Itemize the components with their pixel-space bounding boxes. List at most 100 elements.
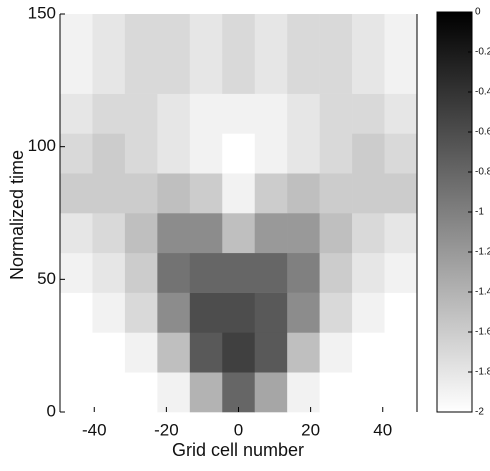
heatmap-cell: [254, 213, 288, 254]
heatmap-cell: [92, 332, 126, 373]
heatmap-cell: [124, 14, 158, 55]
heatmap-cell: [92, 133, 126, 174]
heatmap-cell: [124, 332, 158, 373]
heatmap-cell: [222, 372, 256, 413]
x-tick-label: 0: [234, 420, 243, 439]
y-axis-label: Normalized time: [7, 150, 27, 280]
heatmap-cell: [157, 53, 191, 94]
heatmap-cell: [92, 14, 126, 55]
heatmap-cell: [92, 213, 126, 254]
heatmap-cell: [60, 292, 93, 333]
heatmap-cell: [319, 93, 353, 134]
heatmap-cell: [287, 292, 320, 333]
heatmap-cell: [222, 93, 256, 134]
heatmap-cell: [352, 133, 385, 174]
heatmap-cell: [384, 372, 418, 413]
heatmap-cell: [352, 14, 385, 55]
heatmap-cell: [319, 332, 353, 373]
heatmap-cell: [352, 93, 385, 134]
heatmap-cell: [157, 93, 191, 134]
heatmap-cell: [189, 14, 223, 55]
heatmap-cell: [189, 213, 223, 254]
heatmap-cell: [157, 292, 191, 333]
heatmap-cell: [222, 133, 256, 174]
heatmap-cell: [157, 213, 191, 254]
heatmap-cell: [287, 14, 320, 55]
x-tick-label: 40: [373, 420, 392, 439]
heatmap-cell: [254, 332, 288, 373]
y-tick-label: 150: [28, 3, 56, 22]
colorbar-tick-label: 0: [475, 7, 481, 18]
heatmap-cell: [157, 252, 191, 293]
colorbar-tick-label: -1.4: [475, 287, 490, 298]
heatmap-cell: [319, 252, 353, 293]
heatmap-cell: [60, 213, 93, 254]
heatmap-cell: [319, 372, 353, 413]
heatmap-cell: [157, 133, 191, 174]
y-tick-label: 0: [47, 401, 56, 420]
x-tick-label: 20: [301, 420, 320, 439]
heatmap-cell: [124, 292, 158, 333]
heatmap-cell: [254, 14, 288, 55]
heatmap-cell: [352, 332, 385, 373]
colorbar-tick-label: -0.4: [475, 87, 490, 98]
heatmap-cell: [92, 53, 126, 94]
heatmap-cell: [157, 332, 191, 373]
heatmap-cell: [60, 93, 93, 134]
x-axis-label: Grid cell number: [172, 440, 304, 460]
heatmap-cell: [384, 213, 418, 254]
heatmap-cell: [124, 173, 158, 214]
heatmap-cell: [319, 133, 353, 174]
heatmap-cell: [254, 292, 288, 333]
heatmap-cell: [124, 133, 158, 174]
heatmap-cell: [352, 53, 385, 94]
heatmap-cell: [319, 53, 353, 94]
heatmap-cell: [189, 173, 223, 214]
heatmap-cell: [287, 133, 320, 174]
y-tick-label: 50: [37, 269, 56, 288]
heatmap-cell: [384, 93, 418, 134]
heatmap-cell: [222, 213, 256, 254]
heatmap-cell: [189, 292, 223, 333]
heatmap-cell: [124, 372, 158, 413]
heatmap-cell: [254, 53, 288, 94]
heatmap-cell: [189, 332, 223, 373]
heatmap-cell: [319, 213, 353, 254]
heatmap-cell: [157, 173, 191, 214]
colorbar: [436, 11, 473, 413]
heatmap-cell: [384, 332, 418, 373]
heatmap-cell: [124, 53, 158, 94]
heatmap-cell: [60, 372, 93, 413]
colorbar-tick-label: -1.8: [475, 367, 490, 378]
heatmap-cell: [254, 252, 288, 293]
colorbar-tick-label: -0.8: [475, 167, 490, 178]
heatmap-cell: [222, 332, 256, 373]
colorbar-tick-label: -1.2: [475, 247, 490, 258]
heatmap-cell: [60, 14, 93, 55]
x-tick-label: -20: [154, 420, 179, 439]
heatmap-cell: [124, 93, 158, 134]
heatmap-cell: [287, 252, 320, 293]
colorbar-tick-label: -0.6: [475, 127, 490, 138]
heatmap-cell: [92, 173, 126, 214]
heatmap-cell: [222, 53, 256, 94]
heatmap-cell: [352, 372, 385, 413]
heatmap-cell: [189, 252, 223, 293]
heatmap-cell: [352, 213, 385, 254]
heatmap-cell: [189, 133, 223, 174]
heatmap-cell: [92, 93, 126, 134]
heatmap-cell: [124, 252, 158, 293]
y-tick-label: 100: [28, 136, 56, 155]
heatmap-cell: [287, 372, 320, 413]
heatmap-cell: [319, 292, 353, 333]
heatmap-cell: [384, 14, 418, 55]
heatmap-cell: [352, 173, 385, 214]
heatmap-cell: [352, 252, 385, 293]
heatmap-cell: [254, 372, 288, 413]
colorbar-tick-label: -1.6: [475, 327, 490, 338]
heatmap-cells: [60, 14, 418, 413]
x-tick-label: -40: [82, 420, 107, 439]
heatmap-cell: [384, 133, 418, 174]
colorbar-tick-label: -2: [475, 407, 484, 418]
